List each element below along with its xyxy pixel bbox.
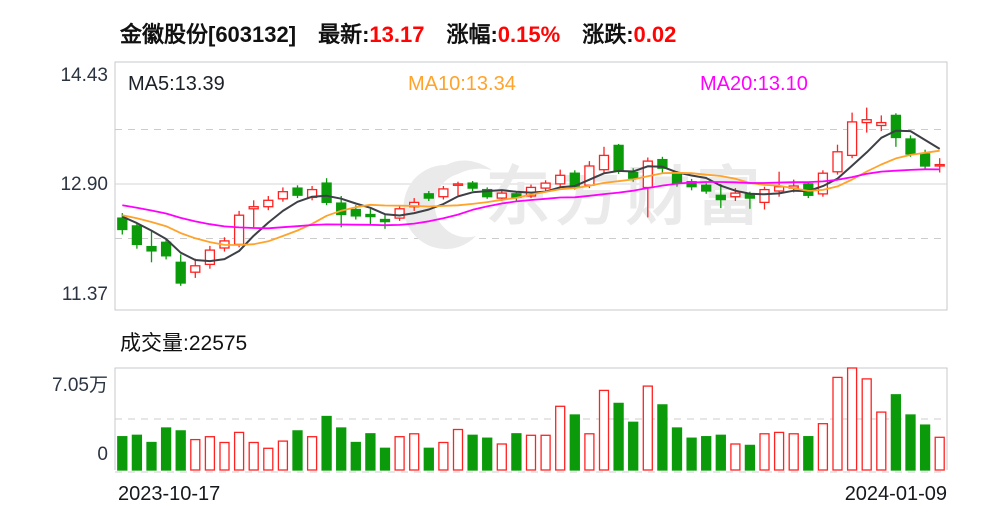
- watermark-logo: 东方财富: [403, 160, 766, 249]
- price-tick-bottom: 11.37: [61, 284, 108, 305]
- ma20-legend: MA20:13.10: [700, 73, 808, 95]
- volume-title: 成交量:22575: [120, 332, 248, 355]
- volume-tick-zero: 0: [97, 444, 108, 465]
- ma10-line: [122, 149, 940, 246]
- stock-name: 金徽股份[603132]: [120, 22, 297, 47]
- ma5-line: [121, 129, 941, 263]
- change-amount: 涨跌:0.02: [582, 22, 677, 47]
- date-label-end: 2024-01-09: [844, 483, 947, 505]
- ma10-legend: MA10:13.34: [408, 73, 516, 95]
- price-tick-middle: 12.90: [60, 174, 108, 195]
- change-percent: 涨幅:0.15%: [446, 22, 561, 47]
- chart-title-bar: 金徽股份[603132] 最新:13.17 涨幅:0.15% 涨跌:0.02: [120, 17, 676, 49]
- latest-price: 最新:13.17: [318, 22, 425, 47]
- ma20-line: [122, 168, 940, 230]
- svg-text:东方财富: 东方财富: [486, 161, 766, 233]
- price-tick-top: 14.43: [60, 65, 108, 86]
- volume-tick-max: 7.05万: [52, 375, 108, 396]
- ma5-legend: MA5:13.39: [128, 73, 225, 95]
- date-label-start: 2023-10-17: [118, 483, 221, 505]
